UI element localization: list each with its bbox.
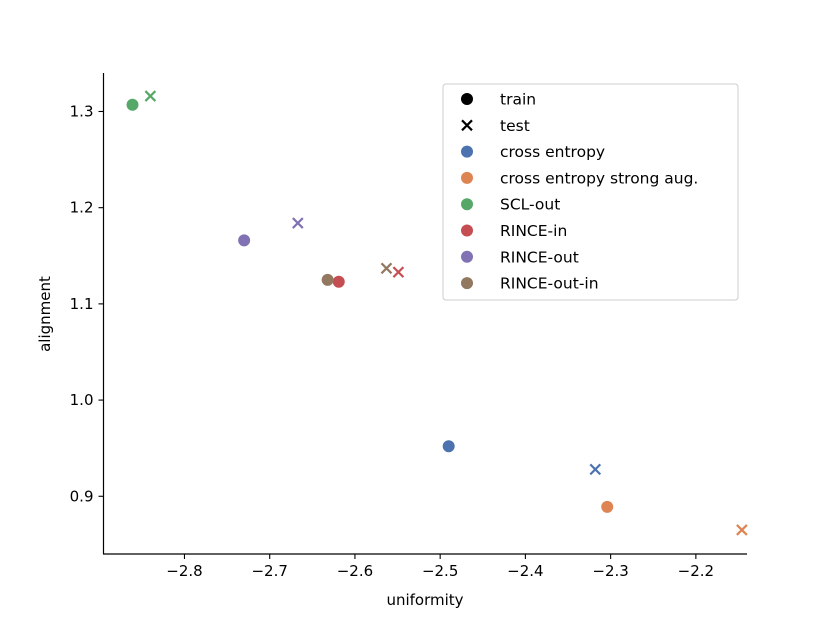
x-tick-label: −2.4 [507,562,543,580]
test-point-cross-entropy-strong-aug [736,524,748,536]
legend-marker-rince-in [461,224,473,237]
legend-marker-test [461,119,473,132]
train-point-scl-out [126,98,139,111]
legend-marker-rince-out [461,250,473,263]
y-tick-label: 1.0 [70,391,94,409]
train-point-cross-entropy-strong-aug [601,500,614,513]
axes [102,73,747,555]
legend-marker-rince-out-in [461,277,473,290]
legend-label-rince-out: RINCE-out [500,248,579,266]
x-tick-label: −2.7 [251,562,287,580]
legend-label-cross-entropy: cross entropy [500,143,605,161]
legend-label-rince-in: RINCE-in [500,222,567,240]
test-point-rince-out [292,217,304,229]
x-tick-label: −2.8 [166,562,202,580]
test-point-rince-in [392,266,405,278]
y-tick-label: 1.3 [70,102,94,120]
legend-label-test: test [500,117,530,135]
y-tick-label: 1.2 [70,199,94,217]
train-point-cross-entropy [442,440,455,453]
legend-frame [442,83,739,301]
y-ticks: 0.9 1.0 1.1 1.2 1.3 [70,102,104,505]
legend-marker-scl-out [461,198,473,211]
legend-label-rince-out-in: RINCE-out-in [500,275,599,293]
x-tick-label: −2.2 [678,562,714,580]
test-point-rince-out-in [380,262,393,275]
legend-marker-train [461,93,473,105]
data-points [126,90,748,536]
x-tick-label: −2.3 [592,562,628,580]
test-point-scl-out [144,90,157,102]
y-tick-label: 1.1 [70,295,94,313]
legend-marker-cross-entropy-strong-aug [461,171,473,184]
legend-label-scl-out: SCL-out [500,196,560,214]
x-tick-label: −2.6 [337,562,373,580]
train-point-rince-out-in [321,273,334,286]
y-axis-label: alignment [36,276,54,352]
legend: train test cross entropy cross entropy stro… [442,83,739,301]
x-tick-label: −2.5 [422,562,458,580]
y-tick-label: 0.9 [70,487,94,505]
legend-label-cross-entropy-strong-aug: cross entropy strong aug. [500,169,698,187]
train-point-rince-out [238,234,251,247]
train-point-rince-in [332,275,345,288]
legend-label-train: train [500,91,536,109]
x-axis-label: uniformity [386,591,463,609]
test-point-cross-entropy [589,463,602,476]
legend-marker-cross-entropy [461,145,473,158]
x-ticks: −2.8 −2.7 −2.6 −2.5 −2.4 −2.3 −2.2 [166,554,714,580]
